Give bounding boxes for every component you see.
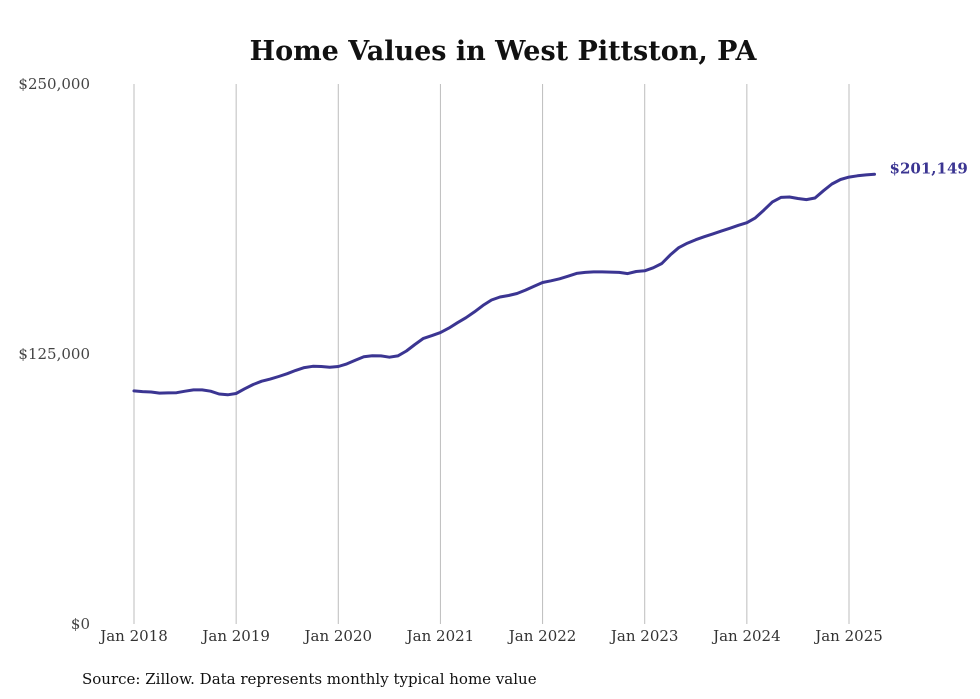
series-line: [132, 172, 876, 397]
x-tick-label: Jan 2023: [609, 627, 679, 645]
x-tick-label: Jan 2025: [813, 627, 883, 645]
source-note: Source: Zillow. Data represents monthly …: [82, 670, 537, 688]
x-tick-label: Jan 2022: [507, 627, 577, 645]
x-tick-label: Jan 2020: [303, 627, 373, 645]
y-axis-ticks: $0 $125,000 $250,000: [18, 75, 90, 633]
x-axis-ticks: Jan 2018 Jan 2019 Jan 2020 Jan 2021 Jan 2022…: [98, 627, 883, 645]
x-tick-label: Jan 2024: [711, 627, 781, 645]
y-tick-label: $0: [71, 615, 90, 633]
y-tick-label: $125,000: [18, 345, 90, 363]
y-tick-label: $250,000: [18, 75, 90, 93]
end-value-label: $201,149: [890, 159, 968, 177]
gridlines: [133, 84, 850, 624]
x-tick-label: Jan 2019: [200, 627, 270, 645]
x-tick-label: Jan 2018: [98, 627, 168, 645]
x-tick-label: Jan 2021: [405, 627, 475, 645]
chart-title: Home Values in West Pittston, PA: [250, 36, 758, 67]
